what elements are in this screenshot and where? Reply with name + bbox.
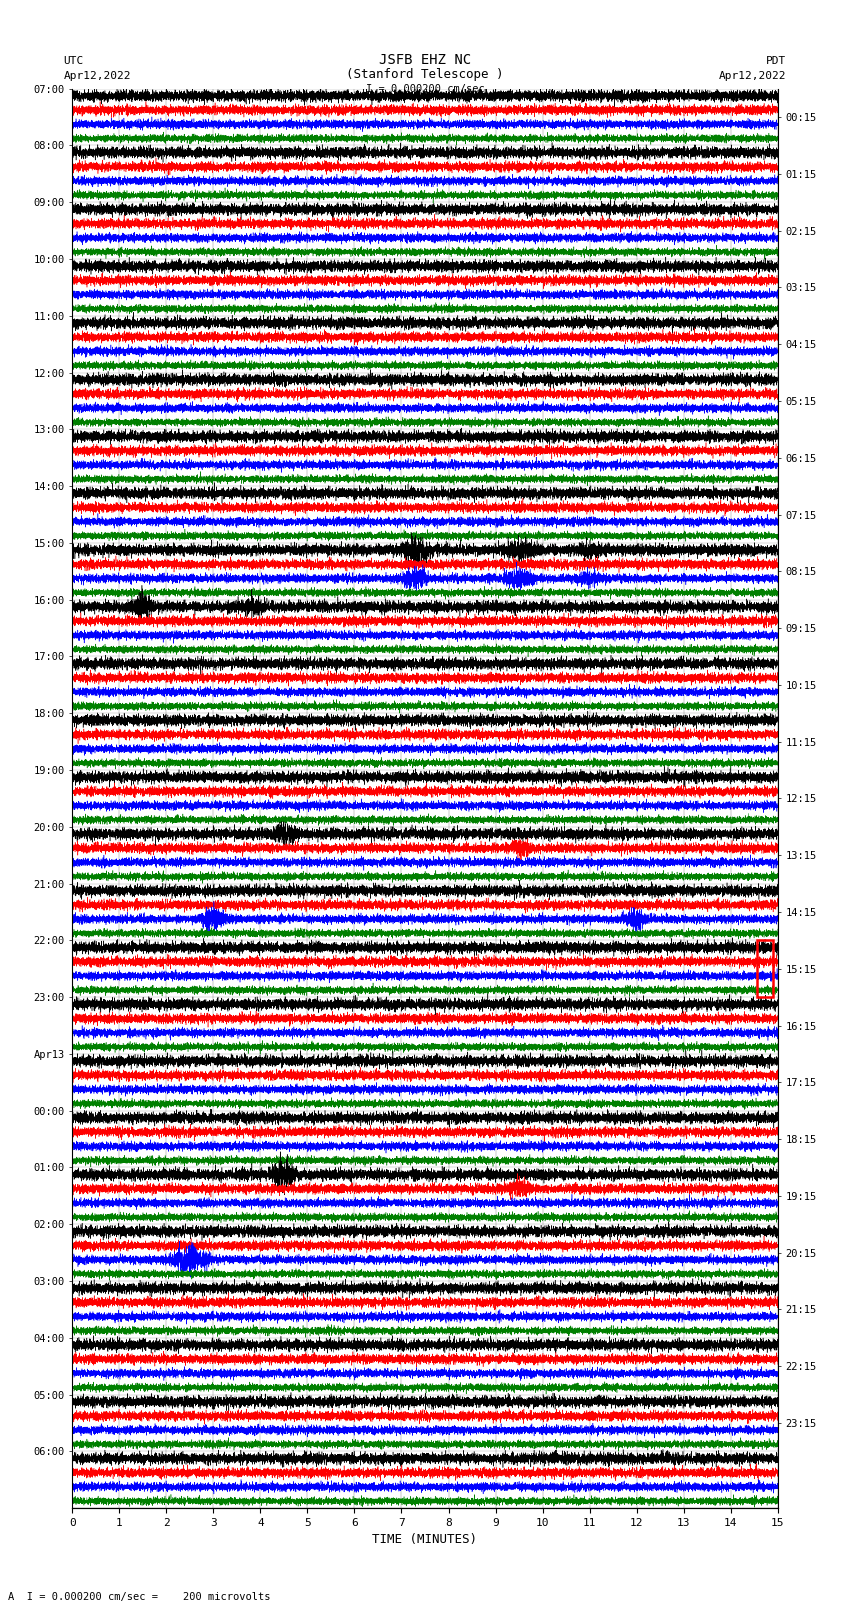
X-axis label: TIME (MINUTES): TIME (MINUTES) (372, 1534, 478, 1547)
Text: Apr12,2022: Apr12,2022 (64, 71, 131, 81)
Text: A  I = 0.000200 cm/sec =    200 microvolts: A I = 0.000200 cm/sec = 200 microvolts (8, 1592, 271, 1602)
Text: UTC: UTC (64, 56, 84, 66)
Text: (Stanford Telescope ): (Stanford Telescope ) (346, 68, 504, 81)
Text: PDT: PDT (766, 56, 786, 66)
Text: I = 0.000200 cm/sec: I = 0.000200 cm/sec (366, 84, 484, 94)
Bar (756, 940, 773, 997)
Text: Apr12,2022: Apr12,2022 (719, 71, 786, 81)
Text: JSFB EHZ NC: JSFB EHZ NC (379, 53, 471, 66)
